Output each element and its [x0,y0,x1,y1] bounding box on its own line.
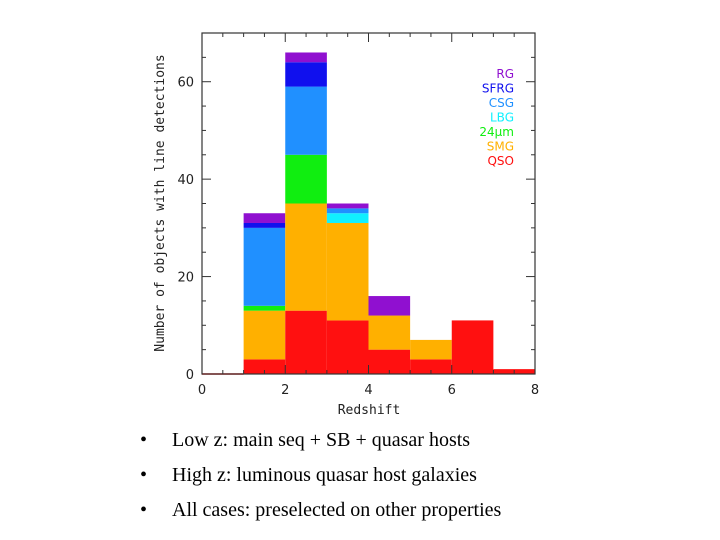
bullet-list: • Low z: main seq + SB + quasar hosts • Hi… [140,425,501,530]
x-tick-label: 2 [281,383,289,398]
bar-rg-bin-2 [285,52,327,63]
bar-smg-bin-5 [410,339,452,360]
x-tick-label: 0 [198,383,206,398]
bar-smg-bin-3 [326,222,369,321]
bullet-marker: • [140,429,148,451]
bar-csg-bin-1 [243,227,286,306]
bar-csg-bin-2 [285,86,327,155]
legend-entry-smg: SMG [487,140,514,154]
axis-ticks: 0 2 4 6 8 0 20 40 60 [177,32,539,398]
legend-entry-lbg: LBG [490,111,514,125]
bar-smg-bin-2 [285,203,327,311]
bar-qso-bin-2 [285,310,327,374]
bar-sfrg-bin-2 [285,62,327,87]
x-tick-label: 4 [364,383,372,398]
bar-24m-bin-2 [285,154,327,204]
y-axis-title: Number of objects with line detections [153,54,168,351]
bullet-item: • All cases: preselected on other propert… [140,495,501,530]
y-tick-label: 0 [186,368,194,383]
bar-rg-bin-1 [243,213,286,223]
legend-entry-sfrg: SFRG [482,82,514,96]
bullet-text: All cases: preselected on other properti… [172,499,502,521]
y-tick-label: 40 [177,173,194,188]
bullet-marker: • [140,499,148,521]
bar-rg-bin-3 [326,203,369,209]
histogram-bars [202,52,535,375]
bullet-text: High z: luminous quasar host galaxies [172,464,477,486]
bar-lbg-bin-3 [326,213,369,223]
bar-smg-bin-1 [243,310,286,360]
bar-qso-bin-4 [368,349,411,374]
legend-entry-24m: 24μm [479,125,514,139]
bar-qso-bin-5 [410,359,452,374]
bar-smg-bin-4 [368,315,411,350]
legend-entry-csg: CSG [489,96,514,110]
bar-qso-bin-1 [243,359,286,374]
bar-qso-bin-3 [326,320,369,374]
bullet-text: Low z: main seq + SB + quasar hosts [172,429,471,451]
bullet-item: • Low z: main seq + SB + quasar hosts [140,425,501,460]
bar-24m-bin-1 [243,305,286,311]
x-axis-title: Redshift [338,403,401,418]
bar-sfrg-bin-1 [243,222,286,228]
bullet-marker: • [140,464,148,486]
y-tick-label: 20 [177,271,194,286]
legend-entry-qso: QSO [487,154,514,168]
bar-csg-bin-3 [326,208,369,214]
bar-qso-bin-6 [451,320,494,374]
x-tick-label: 8 [531,383,539,398]
x-tick-label: 6 [448,383,456,398]
bar-rg-bin-4 [368,296,411,316]
y-tick-label: 60 [177,76,194,91]
legend-entry-rg: RG [496,67,514,81]
bullet-item: • High z: luminous quasar host galaxies [140,460,501,495]
